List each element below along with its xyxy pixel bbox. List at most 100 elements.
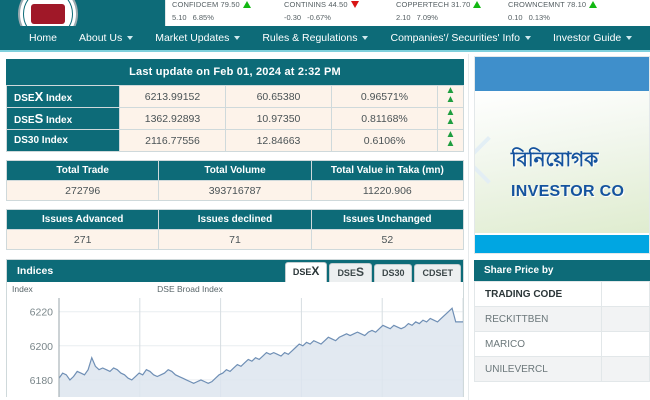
- index-value: 6213.99152: [119, 85, 226, 108]
- nav-item-label: About Us: [79, 32, 123, 44]
- ticker-change: 5.10 6.85%: [172, 13, 214, 22]
- ticker-symbol-price: CONFIDCEM 79.50: [172, 0, 274, 9]
- share-price-value: [601, 306, 650, 332]
- share-price-table: TRADING CODE RECKITTBEN MARICO UNILEVERCL: [474, 281, 650, 382]
- share-price-panel: Share Price by TRADING CODE RECKITTBEN MAR…: [474, 260, 650, 382]
- banner-top-stripe: [475, 57, 649, 91]
- ticker-change: 0.10 0.13%: [508, 13, 550, 22]
- chevron-down-icon: [234, 36, 241, 40]
- share-price-value: [601, 356, 650, 382]
- ticker-item[interactable]: CONTININS 44.50 -0.30 -0.67%: [278, 0, 390, 23]
- indices-panel-title: Indices: [17, 265, 54, 277]
- nav-item-rules-regulations[interactable]: Rules & Regulations: [251, 26, 379, 50]
- arrow-down-icon: [350, 1, 359, 8]
- chevron-down-icon: [127, 36, 134, 40]
- trade-stat-value: 393716787: [158, 180, 312, 201]
- table-row: DS30 Index 2116.77556 12.84663 0.6106% ▲ ▲: [6, 129, 464, 152]
- spacer-2: [6, 201, 464, 209]
- y-axis-tick-label: 6180: [30, 375, 54, 387]
- table-row[interactable]: RECKITTBEN: [474, 306, 650, 332]
- chart-line: [58, 307, 463, 385]
- chart-body[interactable]: Index DSE Broad Index 6180 6200 6220: [7, 282, 463, 397]
- banner-content: বিনিয়োগক INVESTOR CO: [475, 91, 649, 233]
- index-change: 10.97350: [225, 107, 332, 130]
- issue-stats-table: Issues Advanced Issues declined Issues Unc…: [5, 209, 465, 250]
- ticker-change: 2.10 7.09%: [396, 13, 438, 22]
- logo-emblem: [31, 4, 65, 24]
- table-row: 271 71 52: [5, 229, 465, 250]
- right-column: বিনিয়োগক INVESTOR CO Share Price by TRA…: [474, 54, 650, 382]
- arrow-up-icon: [242, 1, 251, 8]
- ticker-symbol-price: CONTININS 44.50: [284, 0, 386, 9]
- table-header-row: TRADING CODE: [474, 281, 650, 307]
- arrow-up-icon: [589, 1, 598, 8]
- table-row: 272796 393716787 11220.906: [5, 180, 465, 201]
- market-ticker[interactable]: CONFIDCEM 79.50 5.10 6.85% CONTININS 44.50 -…: [165, 0, 650, 26]
- nav-item-market-updates[interactable]: Market Updates: [144, 26, 251, 50]
- nav-item-home[interactable]: Home: [18, 26, 68, 50]
- ticker-item[interactable]: CROWNCEMNT 78.10 0.10 0.13%: [502, 0, 614, 23]
- index-percent: 0.81168%: [331, 107, 438, 130]
- trade-stat-value: 272796: [5, 180, 160, 201]
- dse-logo[interactable]: ঢাকা স্টক এক্সচেঞ্জ: [18, 0, 78, 26]
- chart-tab-strip: DSEX DSES DS30 CDSET: [284, 262, 461, 282]
- y-axis-tick-label: 6220: [30, 307, 54, 319]
- issue-stat-header: Issues Advanced: [5, 209, 160, 230]
- investor-corner-banner[interactable]: বিনিয়োগক INVESTOR CO: [474, 56, 650, 254]
- ticker-symbol-price: CROWNCEMNT 78.10: [508, 0, 610, 9]
- index-direction-icon: ▲ ▲: [437, 107, 464, 130]
- index-name: DS30 Index: [6, 129, 120, 152]
- table-row[interactable]: UNILEVERCL: [474, 356, 650, 382]
- chart-tab-dsex[interactable]: DSEX: [284, 262, 328, 282]
- issue-stat-value: 52: [310, 229, 465, 250]
- table-row[interactable]: MARICO: [474, 331, 650, 357]
- column-divider: [468, 54, 469, 400]
- logo-circle: ঢাকা স্টক এক্সচেঞ্জ: [18, 0, 78, 26]
- ticker-change: -0.30 -0.67%: [284, 13, 331, 22]
- top-ticker-bar: ঢাকা স্টক এক্সচেঞ্জ CONFIDCEM 79.50 5.106…: [0, 0, 650, 26]
- index-percent: 0.6106%: [331, 129, 438, 152]
- share-col-header-value: [601, 281, 650, 307]
- table-header-row: Total Trade Total Volume Total Value in Ta…: [5, 160, 465, 181]
- indices-table: DSEX Index 6213.99152 60.65380 0.96571% ▲ ▲ DS…: [6, 85, 464, 152]
- index-percent: 0.96571%: [331, 85, 438, 108]
- nav-item-label: Market Updates: [155, 32, 230, 44]
- index-direction-icon: ▲ ▲: [437, 129, 464, 152]
- chevron-left-icon: [475, 135, 513, 185]
- chevron-down-icon: [524, 36, 531, 40]
- nav-item-label: Investor Guide: [552, 32, 622, 44]
- spacer-1: [6, 152, 464, 160]
- share-price-value: [601, 331, 650, 357]
- index-direction-icon: ▲ ▲: [437, 85, 464, 108]
- nav-item-about-us[interactable]: About Us: [68, 26, 144, 50]
- index-name: DSEX Index: [6, 85, 120, 108]
- banner-bottom-stripe: [475, 235, 649, 253]
- share-trading-code: MARICO: [474, 331, 602, 357]
- nav-item-companies-securities-info[interactable]: Companies'/ Securities' Info: [379, 26, 542, 50]
- table-header-row: Issues Advanced Issues declined Issues Unc…: [5, 209, 465, 230]
- share-price-header: Share Price by: [474, 260, 650, 281]
- banner-bangla-text: বিনিয়োগক: [511, 149, 599, 171]
- nav-item-label: Rules & Regulations: [262, 32, 358, 44]
- index-change: 12.84663: [225, 129, 332, 152]
- main-navigation: Home About Us Market Updates Rules & Regula…: [0, 26, 650, 52]
- share-col-header: TRADING CODE: [474, 281, 602, 307]
- nav-item-list[interactable]: List: [643, 26, 650, 50]
- chart-tab-ds30[interactable]: DS30: [373, 264, 413, 282]
- chart-tab-dses[interactable]: DSES: [329, 263, 372, 282]
- share-trading-code: RECKITTBEN: [474, 306, 602, 332]
- table-row: DSES Index 1362.92893 10.97350 0.81168% ▲ ▲: [6, 107, 464, 130]
- logo-ring: [23, 0, 73, 26]
- ticker-symbol-price: COPPERTECH 31.70: [396, 0, 498, 9]
- nav-item-investor-guide[interactable]: Investor Guide: [542, 26, 643, 50]
- last-update-bar: Last update on Feb 01, 2024 at 2:32 PM: [6, 59, 464, 85]
- chart-tab-cdset[interactable]: CDSET: [414, 264, 461, 282]
- arrow-up-icon: [473, 1, 482, 8]
- index-value: 2116.77556: [119, 129, 226, 152]
- indices-header: Indices DSEX DSES DS30 CDSET: [7, 260, 463, 282]
- ticker-item[interactable]: CONFIDCEM 79.50 5.10 6.85%: [166, 0, 278, 23]
- ticker-item[interactable]: COPPERTECH 31.70 2.10 7.09%: [390, 0, 502, 23]
- index-name: DSES Index: [6, 107, 120, 130]
- share-trading-code: UNILEVERCL: [474, 356, 602, 382]
